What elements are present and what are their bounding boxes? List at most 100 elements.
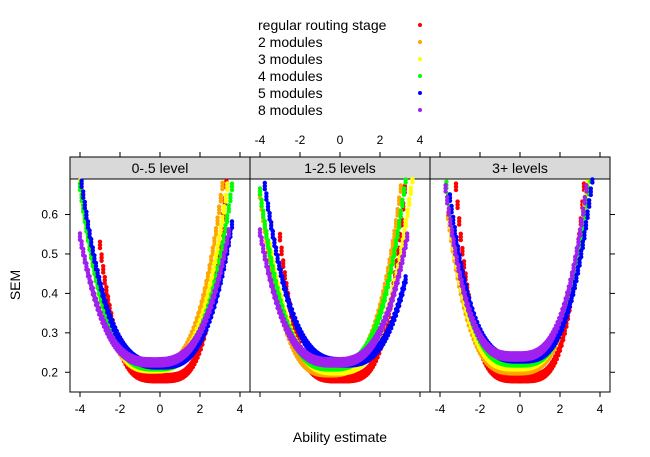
data-point <box>465 301 471 307</box>
data-point <box>225 216 230 221</box>
data-point <box>98 310 104 315</box>
data-point <box>221 238 227 243</box>
data-point <box>277 304 282 309</box>
x-tick-label-top: -4 <box>255 133 266 147</box>
data-point <box>215 246 220 252</box>
data-point <box>106 308 112 314</box>
data-point <box>81 189 86 194</box>
data-point <box>283 286 288 291</box>
data-point <box>220 214 225 220</box>
legend-marker <box>418 57 422 61</box>
data-point <box>220 180 225 185</box>
data-point <box>84 215 89 221</box>
data-point <box>90 248 96 253</box>
data-point <box>81 246 86 252</box>
data-point <box>453 245 458 251</box>
data-point <box>221 235 227 240</box>
data-point <box>84 209 89 214</box>
data-point <box>87 274 92 279</box>
data-point <box>195 355 200 360</box>
data-point <box>408 185 413 190</box>
data-point <box>405 231 410 236</box>
data-point <box>113 325 118 330</box>
data-point <box>111 321 116 326</box>
data-point <box>397 218 402 224</box>
data-point <box>261 208 266 213</box>
data-point <box>280 313 285 318</box>
series-points <box>447 179 590 372</box>
data-point <box>99 258 104 263</box>
data-point <box>225 184 230 189</box>
panel-1: 0-.5 level <box>69 156 251 393</box>
data-point <box>95 271 100 276</box>
series-points <box>267 176 415 376</box>
data-point <box>270 263 275 269</box>
data-point <box>217 210 222 216</box>
data-point <box>207 266 212 271</box>
data-point <box>89 237 94 242</box>
data-point <box>100 314 105 319</box>
data-points <box>443 177 595 384</box>
x-tick-label-bottom: -4 <box>435 402 446 416</box>
data-point <box>104 288 109 293</box>
data-point <box>455 199 460 204</box>
data-point <box>456 262 461 268</box>
data-point <box>223 199 228 204</box>
data-point <box>275 253 280 258</box>
data-point <box>99 252 104 257</box>
data-point <box>262 250 267 256</box>
data-point <box>454 254 459 259</box>
data-point <box>403 217 409 223</box>
data-point <box>269 220 274 225</box>
data-point <box>448 217 453 222</box>
data-point <box>217 240 222 246</box>
data-point <box>212 236 217 241</box>
x-tick-label-bottom: -2 <box>115 402 126 416</box>
data-point <box>289 307 295 312</box>
data-point <box>98 281 104 286</box>
legend-label: 4 modules <box>258 68 323 84</box>
data-point <box>213 226 219 231</box>
data-point <box>87 231 92 236</box>
data-point <box>85 219 91 224</box>
data-point <box>220 221 225 226</box>
x-tick-label-top: 4 <box>417 133 424 147</box>
data-point <box>457 216 462 221</box>
data-point <box>288 302 293 307</box>
data-point <box>79 178 84 183</box>
data-point <box>579 217 584 222</box>
y-tick-label: 0.4 <box>41 286 58 300</box>
data-point <box>400 197 405 202</box>
legend-label: 2 modules <box>258 34 323 50</box>
data-point <box>449 227 455 232</box>
data-point <box>265 201 271 206</box>
strip-label: 0-.5 level <box>132 160 189 176</box>
data-point <box>217 204 222 209</box>
data-point <box>93 264 99 269</box>
data-point <box>469 311 474 316</box>
data-point <box>223 196 228 201</box>
data-point <box>105 294 111 299</box>
data-point <box>226 209 231 214</box>
data-point <box>220 186 225 192</box>
data-point <box>275 299 280 304</box>
data-point <box>270 228 275 234</box>
data-point <box>101 264 106 269</box>
legend-label: 5 modules <box>258 85 323 101</box>
data-point <box>405 207 410 212</box>
data-point <box>221 204 227 209</box>
data-point <box>259 235 264 240</box>
data-point <box>223 223 228 228</box>
data-point <box>97 245 103 251</box>
data-point <box>459 277 464 282</box>
data-point <box>221 210 227 215</box>
data-point <box>257 186 263 191</box>
data-point <box>114 328 120 334</box>
data-point <box>446 206 451 211</box>
data-point <box>209 282 214 287</box>
data-point <box>79 184 84 190</box>
data-point <box>228 195 233 200</box>
data-point <box>79 181 84 186</box>
data-point <box>92 291 97 296</box>
